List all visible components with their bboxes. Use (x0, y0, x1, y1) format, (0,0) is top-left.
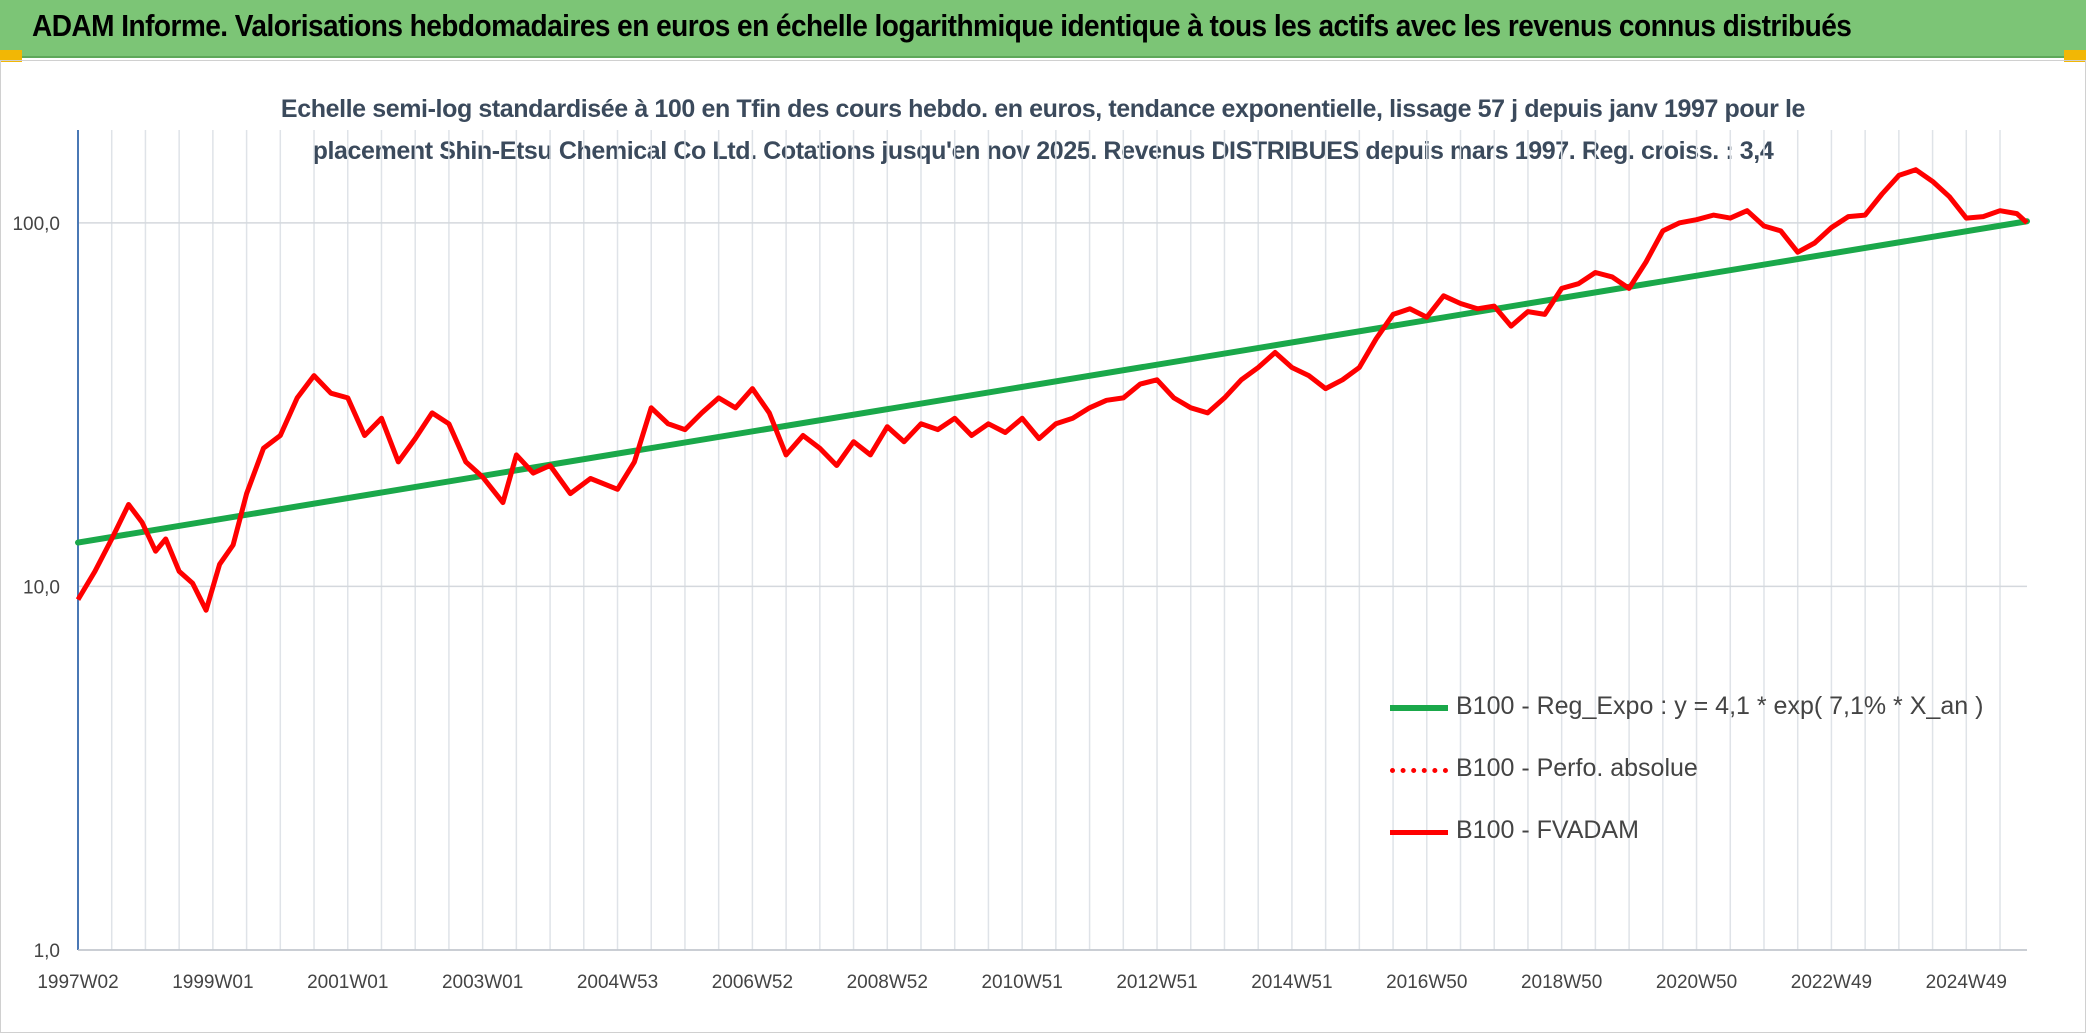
report-title: ADAM Informe. Valorisations hebdomadaire… (32, 8, 1852, 43)
corner-marker-right (2064, 50, 2086, 62)
y-tick-label: 1,0 (34, 941, 60, 962)
chart-title-line-2: placement Shin-Etsu Chemical Co Ltd. Cot… (312, 137, 1774, 165)
x-tick-label: 2014W51 (1251, 972, 1332, 993)
x-tick-label: 2008W52 (847, 972, 928, 993)
header-banner: ADAM Informe. Valorisations hebdomadaire… (0, 0, 2086, 58)
x-tick-label: 1999W01 (172, 972, 253, 993)
x-tick-label: 2010W51 (981, 972, 1062, 993)
x-tick-label: 2016W50 (1386, 972, 1467, 993)
x-tick-label: 2012W51 (1116, 972, 1197, 993)
y-tick-label: 10,0 (23, 577, 60, 598)
fvadam-line (75, 167, 2029, 613)
legend-swatch-regression (1390, 705, 1448, 711)
legend-swatch-fvadam (1390, 830, 1448, 835)
x-tick-label: 1997W02 (37, 972, 118, 993)
tick-labels: 1997W02 1999W01 2001W01 2003W01 2004W53 2006W… (12, 214, 2007, 993)
x-tick-label: 2018W50 (1521, 972, 1602, 993)
axes (77, 130, 2027, 951)
corner-marker-left (0, 50, 22, 62)
x-tick-label: 2022W49 (1791, 972, 1872, 993)
x-tick-label: 2001W01 (307, 972, 388, 993)
legend-label-fvadam: B100 - FVADAM (1456, 816, 1639, 844)
horizontal-gridlines (78, 222, 2027, 951)
x-tick-label: 2003W01 (442, 972, 523, 993)
legend-label-regression: B100 - Reg_Expo : y = 4,1 * exp( 7,1% * … (1456, 692, 1984, 720)
y-tick-label: 100,0 (12, 214, 60, 235)
legend-label-perfo: B100 - Perfo. absolue (1456, 754, 1698, 782)
x-tick-label: 2020W50 (1656, 972, 1737, 993)
x-tick-label: 2006W52 (712, 972, 793, 993)
x-tick-label: 2004W53 (577, 972, 658, 993)
regression-line (75, 218, 2030, 546)
vertical-gridlines (77, 130, 2001, 950)
chart-title-line-1: Echelle semi-log standardisée à 100 en T… (280, 95, 1806, 123)
plot-series (75, 167, 2030, 613)
x-tick-label: 2024W49 (1926, 972, 2007, 993)
legend-swatch-perfo (1390, 768, 1448, 773)
chart-title: Echelle semi-log standardisée à 100 en T… (0, 88, 2086, 172)
